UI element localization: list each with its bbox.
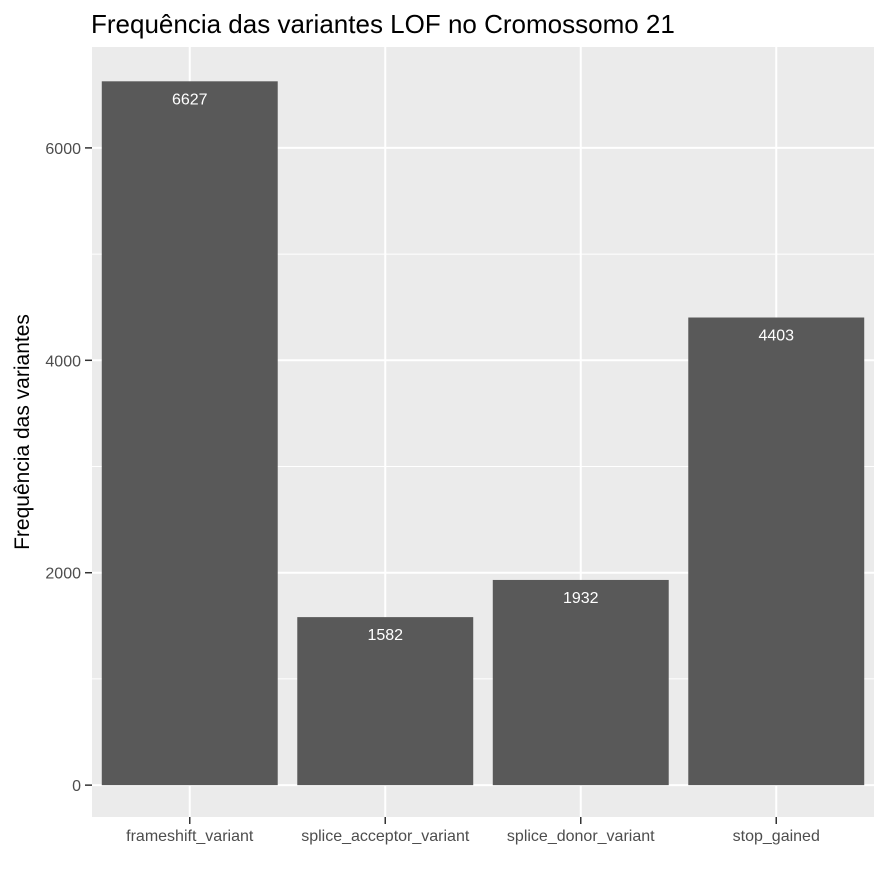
x-tick-label: splice_acceptor_variant — [301, 828, 470, 845]
y-axis: 0 2000 4000 6000 — [45, 141, 92, 795]
data-label: 6627 — [172, 91, 208, 108]
bar-stop_gained — [688, 317, 865, 786]
bar-splice_acceptor_variant — [297, 617, 474, 786]
data-label: 1932 — [563, 590, 599, 607]
x-tick-label: frameshift_variant — [126, 828, 254, 845]
y-tick-label: 0 — [72, 778, 81, 795]
data-label: 4403 — [758, 328, 794, 345]
chart-title: Frequência das variantes LOF no Cromosso… — [91, 9, 675, 39]
x-axis: frameshift_variant splice_acceptor_varian… — [126, 817, 820, 845]
data-labels: 6627 1582 1932 4403 — [172, 91, 794, 644]
x-tick-label: splice_donor_variant — [507, 828, 655, 845]
y-tick-label: 6000 — [45, 141, 81, 158]
y-axis-title: Frequência das variantes — [11, 314, 34, 550]
y-tick-label: 2000 — [45, 566, 81, 583]
x-tick-label: stop_gained — [733, 828, 820, 845]
data-label: 1582 — [367, 627, 403, 644]
bar-frameshift_variant — [101, 81, 278, 786]
y-tick-label: 4000 — [45, 353, 81, 370]
bars — [101, 81, 865, 786]
bar-splice_donor_variant — [492, 579, 669, 786]
